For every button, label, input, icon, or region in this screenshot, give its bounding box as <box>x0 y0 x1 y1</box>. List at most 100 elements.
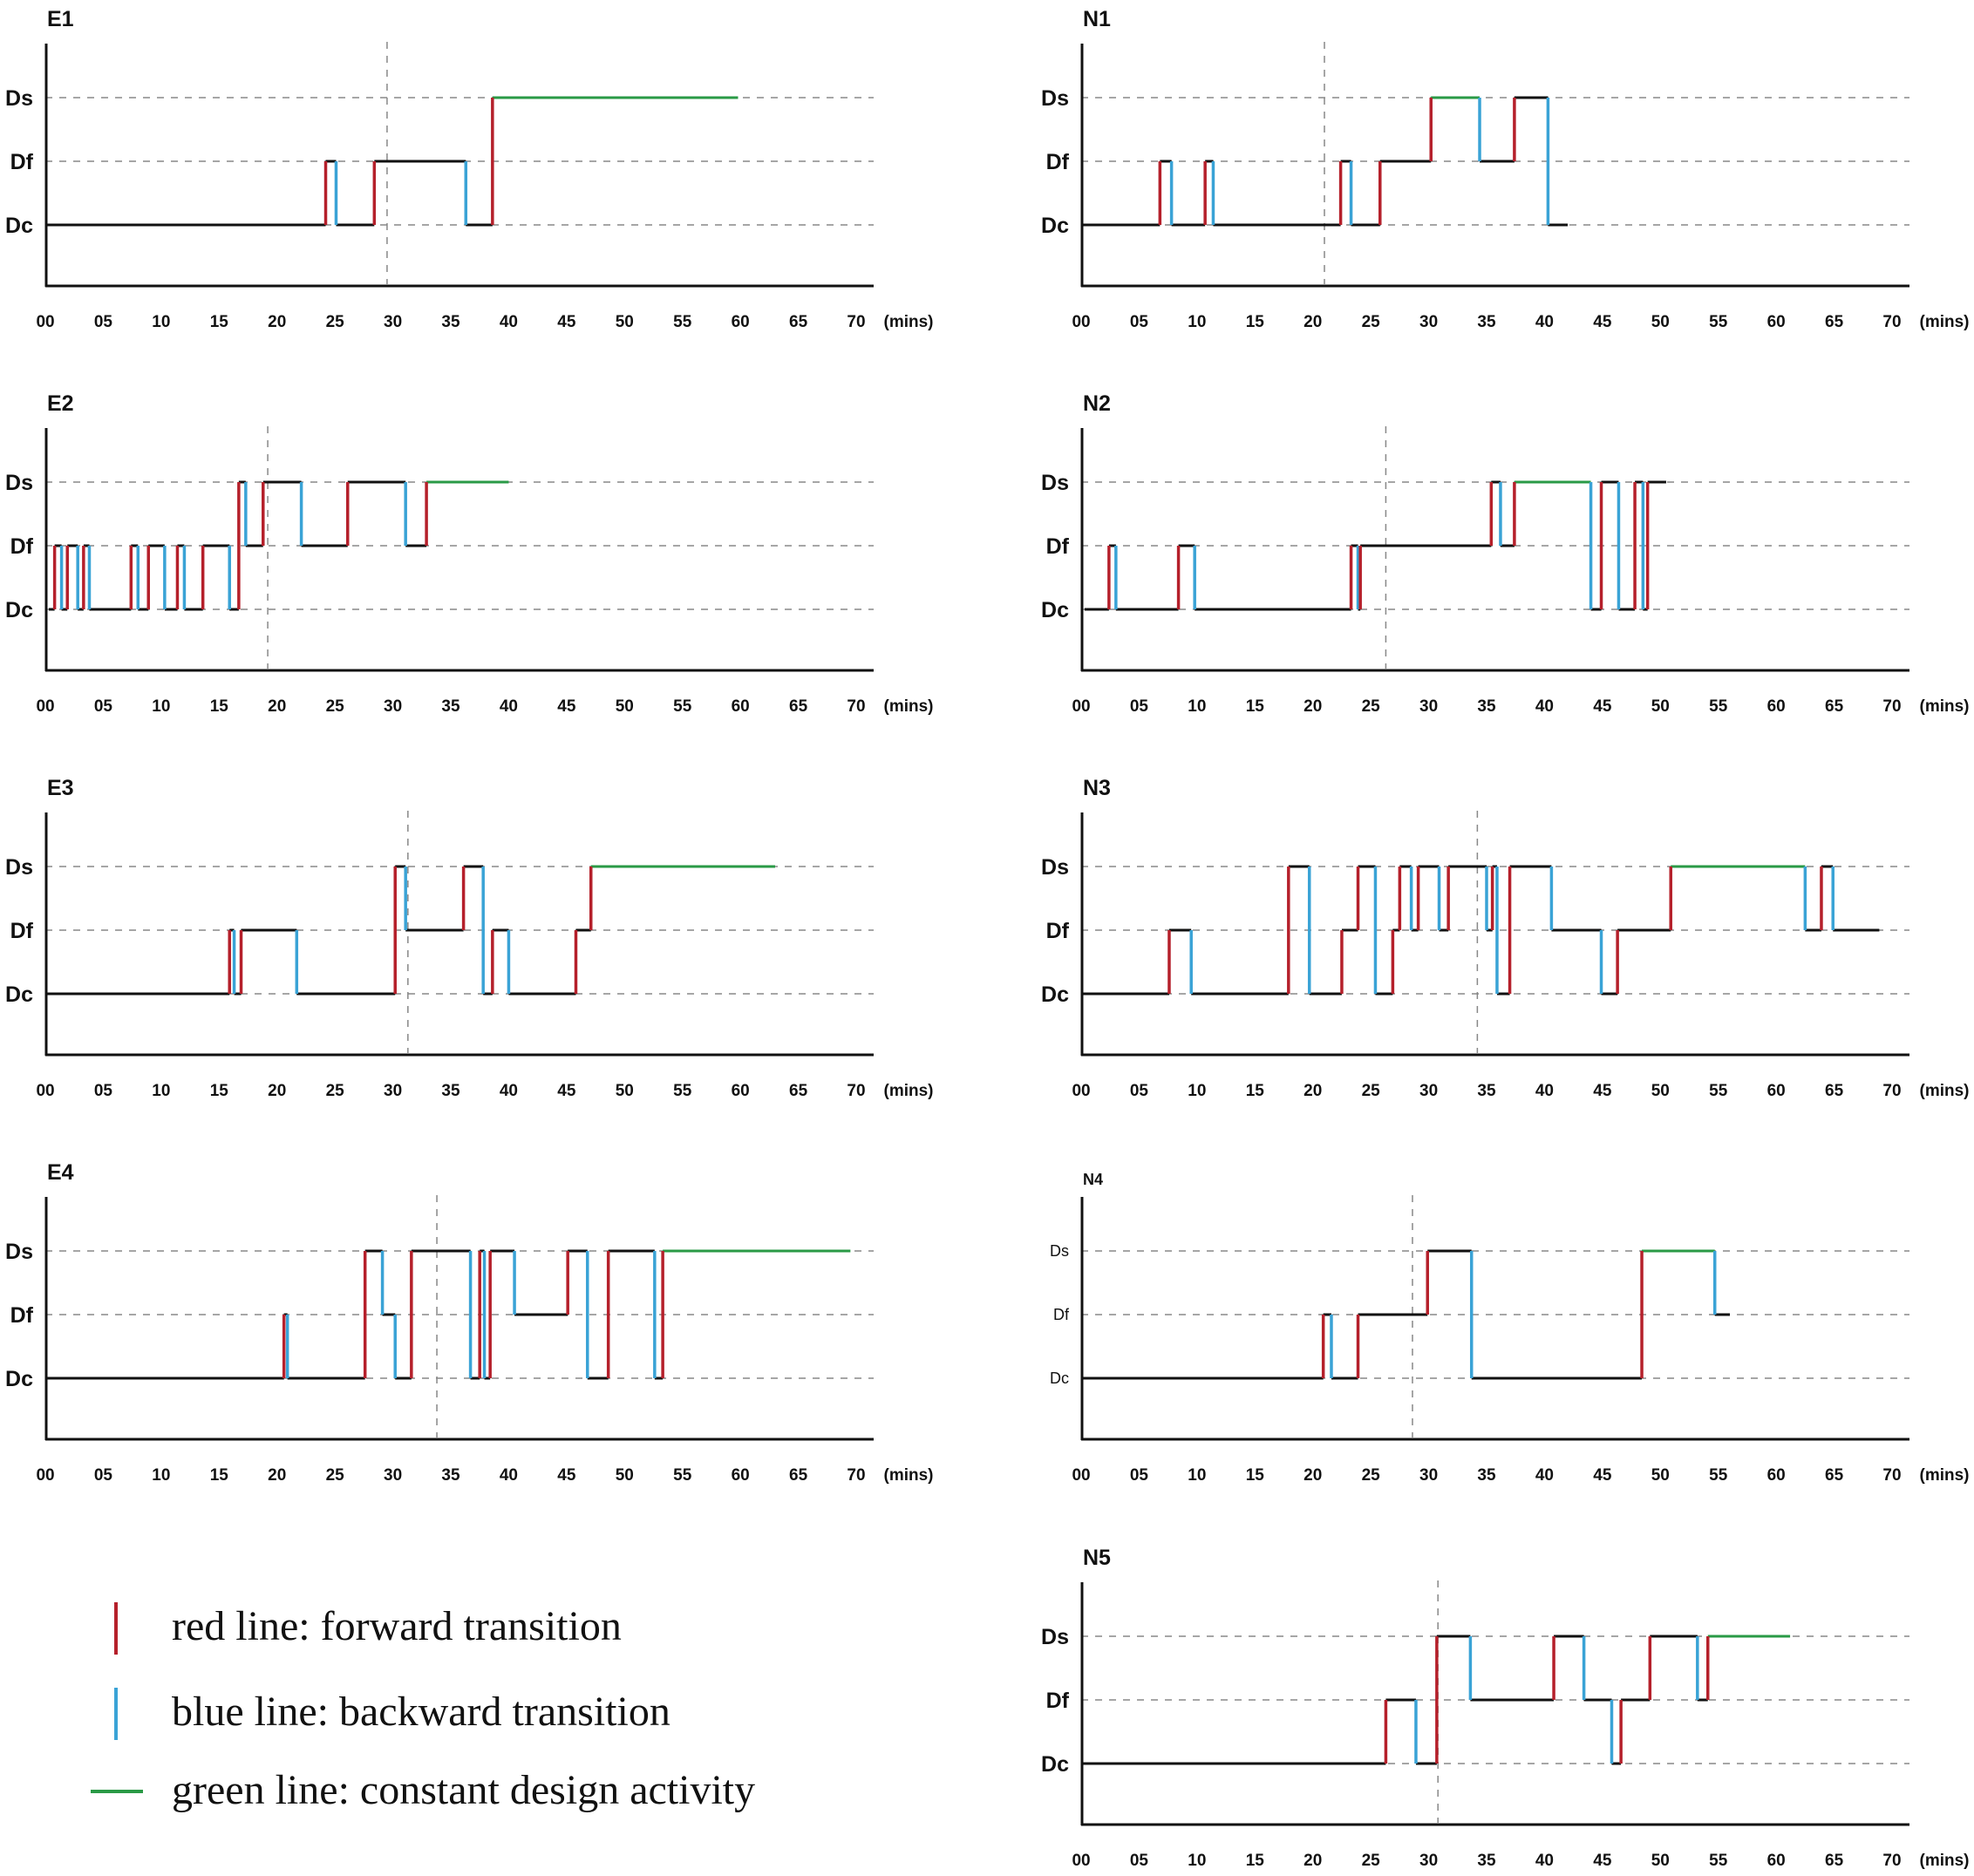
x-tick-label-55: 55 <box>673 1466 692 1485</box>
panel-title: N5 <box>1083 1546 1111 1570</box>
x-tick-label-55: 55 <box>1709 1852 1728 1870</box>
x-tick-label-55: 55 <box>673 313 692 331</box>
x-tick-label-55: 55 <box>673 697 692 716</box>
y-tick-label-ds: Ds <box>1041 1625 1069 1649</box>
x-tick-label-25: 25 <box>1362 697 1381 716</box>
legend-label-forward: red line: forward transition <box>172 1603 622 1649</box>
x-tick-label-60: 60 <box>1767 1852 1786 1870</box>
x-axis-label: (mins) <box>1920 697 1970 716</box>
chart-panel-n1: N1 Dc Df Ds 00 05 10 15 20 25 30 35 40 45 50 55 60 65 70 (m… <box>1041 7 1969 331</box>
x-tick-label-40: 40 <box>1535 1852 1554 1870</box>
x-tick-label-60: 60 <box>732 697 750 716</box>
x-tick-label-65: 65 <box>789 313 808 331</box>
x-tick-label-70: 70 <box>847 313 865 331</box>
x-tick-label-20: 20 <box>268 1466 286 1485</box>
x-axis-label: (mins) <box>884 313 934 331</box>
x-tick-label-50: 50 <box>1651 1082 1670 1100</box>
x-tick-label-25: 25 <box>1362 1082 1381 1100</box>
x-tick-label-00: 00 <box>1072 1466 1090 1485</box>
x-tick-label-25: 25 <box>1362 1852 1381 1870</box>
y-tick-label-ds: Ds <box>1041 471 1069 495</box>
x-tick-label-40: 40 <box>1535 1466 1554 1485</box>
x-tick-label-15: 15 <box>1246 1082 1265 1100</box>
x-tick-label-70: 70 <box>847 1082 865 1100</box>
legend-swatch-constant <box>91 1790 143 1793</box>
x-tick-label-05: 05 <box>1130 1466 1149 1485</box>
x-tick-label-00: 00 <box>1072 697 1090 716</box>
y-tick-label-ds: Ds <box>1041 855 1069 880</box>
x-tick-label-05: 05 <box>94 697 113 716</box>
panel-title: N3 <box>1083 776 1111 800</box>
legend-swatch-forward <box>114 1602 118 1655</box>
y-tick-label-df: Df <box>10 150 34 174</box>
y-tick-label-ds: Ds <box>5 1240 33 1264</box>
x-tick-label-20: 20 <box>1304 313 1322 331</box>
y-tick-label-dc: Dc <box>1041 1752 1069 1777</box>
x-tick-label-35: 35 <box>441 1082 460 1100</box>
x-tick-label-35: 35 <box>1477 1466 1496 1485</box>
x-tick-label-35: 35 <box>1477 313 1496 331</box>
x-tick-label-15: 15 <box>210 1082 229 1100</box>
x-tick-label-60: 60 <box>732 313 750 331</box>
x-tick-label-40: 40 <box>500 1466 518 1485</box>
x-tick-label-60: 60 <box>1767 697 1786 716</box>
x-tick-label-35: 35 <box>441 1466 460 1485</box>
x-tick-label-70: 70 <box>1882 1852 1901 1870</box>
x-tick-label-00: 00 <box>1072 313 1090 331</box>
y-tick-label-dc: Dc <box>1050 1370 1069 1387</box>
panel-title: N4 <box>1083 1171 1103 1188</box>
x-axis-label: (mins) <box>1920 1852 1970 1870</box>
x-tick-label-25: 25 <box>326 313 345 331</box>
x-tick-label-15: 15 <box>210 697 229 716</box>
x-tick-label-70: 70 <box>1882 313 1901 331</box>
x-tick-label-00: 00 <box>1072 1852 1090 1870</box>
x-tick-label-35: 35 <box>441 313 460 331</box>
x-tick-label-70: 70 <box>1882 697 1901 716</box>
x-tick-label-05: 05 <box>1130 1852 1149 1870</box>
x-tick-label-00: 00 <box>36 313 54 331</box>
x-tick-label-25: 25 <box>326 1466 345 1485</box>
x-axis-label: (mins) <box>1920 1466 1970 1485</box>
x-tick-label-05: 05 <box>1130 313 1149 331</box>
x-tick-label-30: 30 <box>1419 313 1438 331</box>
x-tick-label-45: 45 <box>557 1466 576 1485</box>
y-tick-label-dc: Dc <box>5 1367 33 1391</box>
chart-panel-e4: E4 Dc Df Ds 00 05 10 15 20 25 30 35 40 45 50 55 60 65 70 (m… <box>5 1160 933 1485</box>
legend-item-constant: green line: constant design activity <box>0 1761 872 1839</box>
panel-title: N1 <box>1083 7 1111 31</box>
y-tick-label-ds: Ds <box>5 86 33 111</box>
x-tick-label-50: 50 <box>1651 1852 1670 1870</box>
panel-title: N2 <box>1083 391 1111 416</box>
x-tick-label-15: 15 <box>1246 697 1265 716</box>
x-tick-label-30: 30 <box>1419 1082 1438 1100</box>
x-tick-label-45: 45 <box>557 697 576 716</box>
x-tick-label-15: 15 <box>1246 313 1265 331</box>
x-tick-label-65: 65 <box>1825 1852 1844 1870</box>
y-tick-label-ds: Ds <box>1041 86 1069 111</box>
x-tick-label-15: 15 <box>210 1466 229 1485</box>
chart-panel-n3: N3 Dc Df Ds 00 05 10 15 20 25 30 35 40 45 50 55 60 65 70 (m… <box>1041 776 1969 1100</box>
x-tick-label-30: 30 <box>1419 1852 1438 1870</box>
x-tick-label-10: 10 <box>152 697 170 716</box>
x-axis-label: (mins) <box>884 1466 934 1485</box>
x-tick-label-50: 50 <box>616 1082 634 1100</box>
x-axis-label: (mins) <box>1920 313 1970 331</box>
y-tick-label-dc: Dc <box>1041 214 1069 238</box>
x-tick-label-40: 40 <box>500 1082 518 1100</box>
y-tick-label-dc: Dc <box>5 214 33 238</box>
x-tick-label-50: 50 <box>616 1466 634 1485</box>
x-tick-label-40: 40 <box>1535 313 1554 331</box>
x-tick-label-10: 10 <box>152 1082 170 1100</box>
x-tick-label-35: 35 <box>1477 1082 1496 1100</box>
x-tick-label-70: 70 <box>847 697 865 716</box>
legend-swatch-backward <box>114 1688 118 1740</box>
y-tick-label-df: Df <box>1046 1689 1070 1713</box>
y-tick-label-df: Df <box>10 1303 34 1328</box>
x-tick-label-45: 45 <box>557 1082 576 1100</box>
x-tick-label-45: 45 <box>1593 1466 1612 1485</box>
x-tick-label-40: 40 <box>500 697 518 716</box>
x-tick-label-20: 20 <box>268 1082 286 1100</box>
x-tick-label-30: 30 <box>384 1466 402 1485</box>
x-tick-label-35: 35 <box>1477 1852 1496 1870</box>
x-tick-label-10: 10 <box>1188 1466 1206 1485</box>
